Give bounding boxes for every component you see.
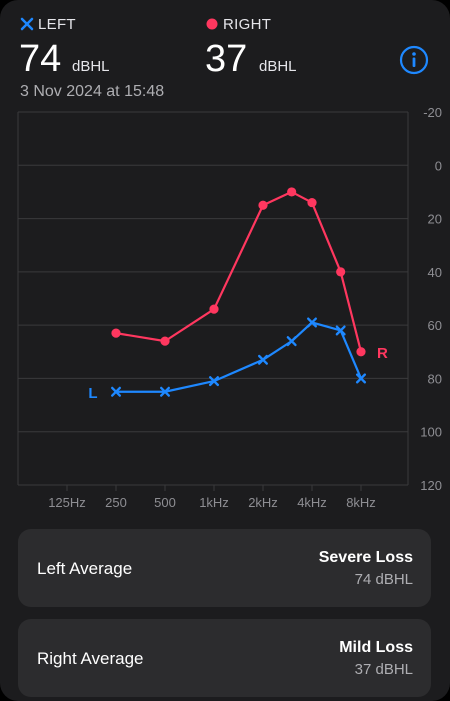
data-point-L [286,336,297,347]
y-tick-label: 80 [428,371,442,386]
y-tick-label: -20 [423,105,442,120]
left-legend: LEFT [20,16,76,33]
data-point-R [356,347,366,357]
y-tick-label: 120 [420,478,442,493]
series-label-R: R [377,345,388,362]
data-point-L [356,373,366,384]
right-average-value: 37 dBHL [354,661,413,678]
test-date: 3 Nov 2024 at 15:48 [20,83,165,100]
left-value: 74 [19,38,62,80]
data-point-R [287,187,297,197]
right-legend-label: RIGHT [223,16,272,33]
data-point-R [307,197,317,208]
x-tick-label: 4kHz [297,495,327,510]
left-legend-label: LEFT [38,16,76,33]
data-point-L [208,376,220,387]
right-average-card[interactable]: Right Average Mild Loss 37 dBHL [18,619,431,697]
data-point-R [209,304,219,314]
data-point-L [110,386,122,397]
data-point-R [336,267,346,277]
series-line-R [115,190,363,353]
x-tick-label: 1kHz [199,495,229,510]
x-tick-label: 8kHz [346,495,376,510]
y-tick-label: 20 [428,212,442,227]
left-unit: dBHL [72,58,110,75]
right-legend: RIGHT [205,16,271,33]
y-tick-label: 40 [428,265,442,280]
data-point-L [258,354,268,365]
left-average-value: 74 dBHL [354,571,413,588]
data-point-L [335,325,346,336]
y-tick-label: 0 [435,158,442,173]
x-tick-label: 500 [154,495,176,510]
left-average-label: Left Average [37,559,133,578]
x-marker-icon [20,17,34,31]
y-tick-label: 100 [420,425,442,440]
x-tick-label: 2kHz [248,495,278,510]
right-severity: Mild Loss [339,639,413,656]
data-point-L [307,317,317,328]
x-tick-label: 125Hz [48,495,86,510]
left-severity: Severe Loss [318,549,413,566]
series-label-L: L [88,385,97,402]
y-tick-label: 60 [428,318,442,333]
data-point-L [159,386,171,397]
left-average-card[interactable]: Left Average Severe Loss 74 dBHL [18,529,431,607]
audiogram-chart: -20 0 20 40 60 80 100 120 125Hz 250 500 1kHz 2kHz 4kH… [17,105,442,510]
data-point-R [111,328,121,338]
right-average-label: Right Average [37,649,144,668]
data-point-R [258,200,268,210]
data-point-R [160,336,170,346]
circle-marker-icon [206,18,218,30]
series-line-L [116,321,363,393]
info-circle-icon[interactable] [399,45,429,75]
x-tick-label: 250 [105,495,127,510]
right-unit: dBHL [259,58,297,75]
right-value: 37 [205,38,248,80]
